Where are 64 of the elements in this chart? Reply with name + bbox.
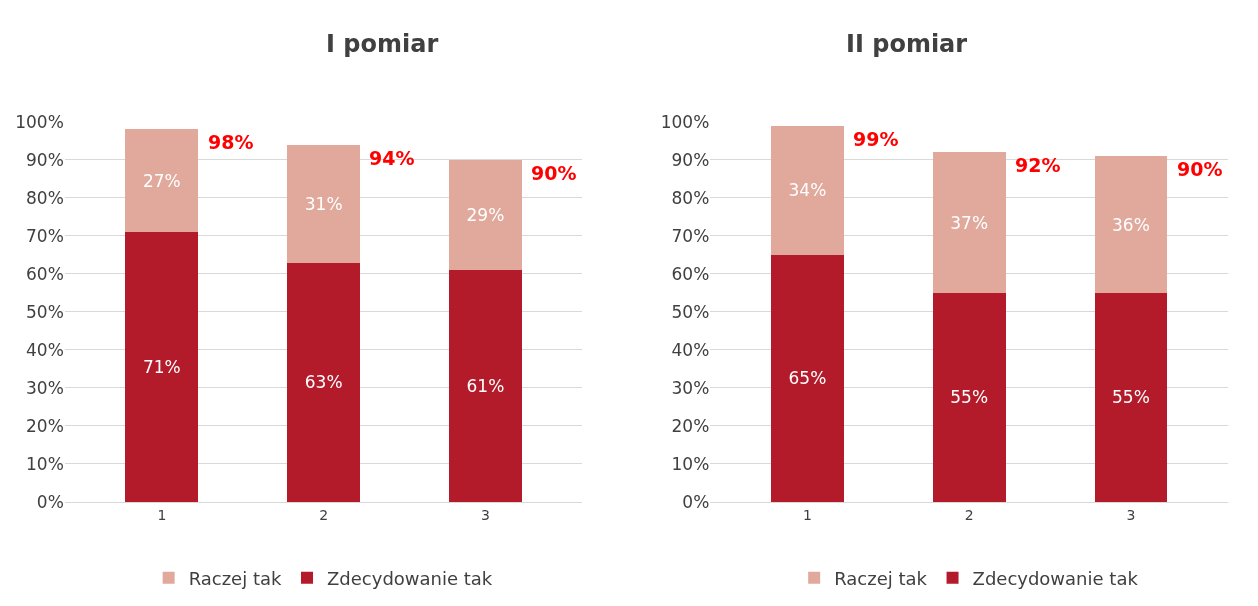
bar [932, 292, 1006, 502]
total-label: 92% [1015, 154, 1061, 176]
total-label: 99% [853, 128, 899, 150]
legend-label: Zdecydowanie tak [972, 567, 1139, 589]
data-label: 37% [950, 212, 989, 233]
total-label: 90% [1177, 158, 1223, 180]
chart-title: I pomiar [326, 30, 439, 58]
y-tick-label: 70% [671, 225, 710, 246]
y-tick-label: 40% [26, 339, 64, 360]
data-label: 31% [304, 193, 343, 214]
bar [449, 159, 522, 271]
y-tick-label: 80% [671, 187, 710, 208]
bar [1094, 292, 1168, 502]
data-label: 55% [1112, 387, 1150, 408]
y-tick-label: 60% [26, 263, 64, 284]
data-label: 71% [142, 357, 181, 378]
y-tick-label: 40% [671, 339, 710, 360]
y-tick-label: 0% [36, 491, 64, 512]
data-label: 61% [466, 376, 505, 397]
bar [1094, 156, 1168, 293]
y-tick-label: 20% [671, 415, 710, 436]
y-tick-label: 30% [671, 377, 710, 398]
y-tick-label: 50% [26, 301, 64, 322]
y-tick-label: 10% [671, 453, 710, 474]
data-label: 34% [788, 180, 827, 201]
legend-label: Raczej tak [188, 567, 283, 589]
data-label: 65% [788, 368, 827, 389]
y-tick-label: 90% [671, 149, 710, 170]
y-tick-label: 90% [26, 149, 64, 170]
x-tick-label: 3 [480, 506, 490, 523]
x-tick-label: 1 [157, 506, 167, 523]
bar [771, 254, 844, 502]
data-label: 36% [1112, 214, 1150, 235]
bar [932, 152, 1006, 293]
bar [287, 262, 361, 502]
y-tick-label: 100% [15, 111, 64, 132]
bar [125, 129, 199, 233]
data-label: 27% [142, 170, 181, 191]
total-label: 98% [208, 131, 254, 153]
bar [771, 125, 844, 255]
bar [287, 144, 361, 263]
y-tick-label: 20% [26, 415, 64, 436]
total-label: 90% [531, 162, 577, 184]
data-label: 55% [950, 387, 989, 408]
y-tick-label: 60% [671, 263, 710, 284]
x-tick-label: 2 [964, 506, 974, 523]
chart-title: II pomiar [846, 30, 968, 58]
y-tick-label: 100% [660, 111, 710, 132]
y-tick-label: 10% [26, 453, 64, 474]
x-tick-label: 1 [802, 506, 812, 523]
y-tick-label: 30% [26, 377, 64, 398]
legend-label: Raczej tak [834, 567, 928, 589]
y-tick-label: 0% [682, 491, 710, 512]
total-label: 94% [369, 147, 415, 169]
data-label: 29% [466, 205, 505, 226]
y-tick-label: 80% [26, 187, 64, 208]
data-label: 63% [304, 372, 343, 393]
bar [449, 270, 522, 502]
y-tick-label: 50% [671, 301, 710, 322]
x-tick-label: 2 [319, 506, 329, 523]
legend-label: Zdecydowanie tak [327, 567, 493, 589]
y-tick-label: 70% [26, 225, 64, 246]
bar [125, 232, 199, 502]
x-tick-label: 3 [1126, 506, 1136, 523]
